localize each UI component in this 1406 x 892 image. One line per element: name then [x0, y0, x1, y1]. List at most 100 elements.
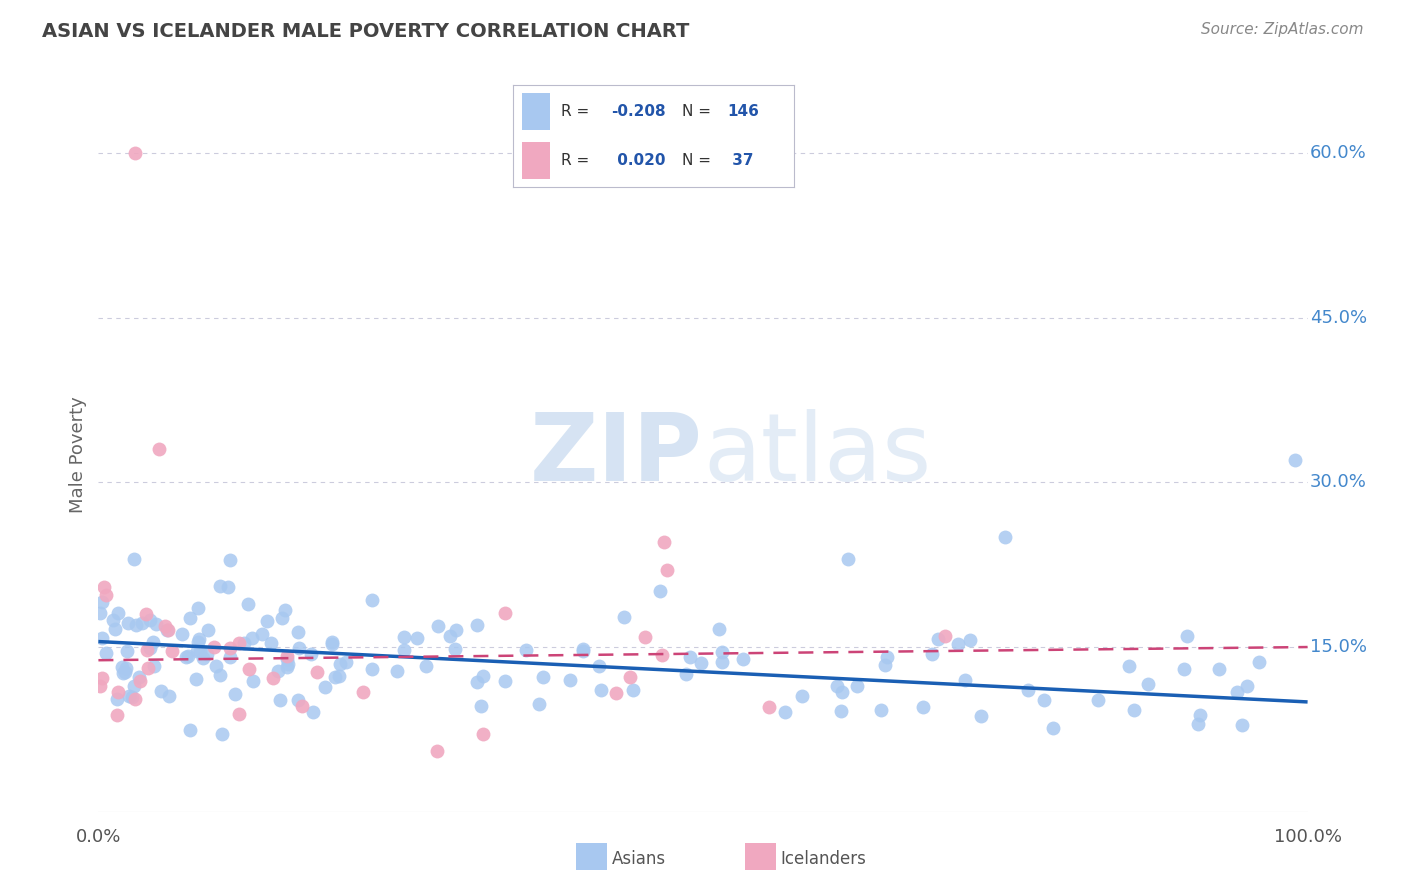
- Point: [218, 649, 240, 664]
- Point: [117, 616, 139, 631]
- Point: [124, 692, 146, 706]
- Point: [112, 666, 135, 681]
- Point: [831, 684, 853, 698]
- Point: [1188, 707, 1211, 722]
- Text: R =: R =: [561, 153, 589, 169]
- Point: [361, 662, 384, 676]
- Point: [136, 643, 159, 657]
- Point: [205, 658, 228, 673]
- Point: [101, 613, 124, 627]
- Point: [288, 640, 311, 655]
- Point: [153, 619, 176, 633]
- Point: [179, 723, 201, 737]
- Point: [299, 647, 322, 661]
- Point: [494, 674, 516, 689]
- Point: [145, 616, 167, 631]
- Point: [465, 675, 488, 690]
- Point: [773, 705, 796, 719]
- Point: [274, 603, 297, 617]
- Point: [1017, 683, 1039, 698]
- Point: [572, 642, 595, 657]
- Text: ASIAN VS ICELANDER MALE POVERTY CORRELATION CHART: ASIAN VS ICELANDER MALE POVERTY CORRELAT…: [42, 22, 689, 41]
- Point: [114, 661, 136, 675]
- Point: [758, 699, 780, 714]
- Point: [179, 611, 201, 625]
- Point: [405, 631, 427, 645]
- Point: [494, 606, 516, 620]
- Point: [959, 633, 981, 648]
- Point: [934, 629, 956, 643]
- Point: [837, 552, 859, 566]
- Point: [176, 649, 198, 664]
- Point: [605, 686, 627, 700]
- Point: [105, 707, 128, 722]
- Point: [276, 652, 298, 666]
- Point: [1236, 679, 1258, 693]
- Point: [1042, 722, 1064, 736]
- Point: [156, 623, 179, 637]
- Point: [117, 689, 139, 703]
- Point: [142, 635, 165, 649]
- Point: [124, 146, 146, 161]
- Text: 37: 37: [727, 153, 754, 169]
- Point: [621, 682, 644, 697]
- Point: [242, 674, 264, 689]
- Point: [392, 643, 415, 657]
- Point: [188, 643, 211, 657]
- Point: [1208, 662, 1230, 676]
- Point: [655, 563, 678, 577]
- Point: [129, 674, 152, 689]
- Point: [256, 614, 278, 628]
- Point: [385, 664, 408, 678]
- Point: [89, 679, 111, 693]
- Point: [124, 679, 146, 693]
- Point: [91, 671, 114, 685]
- Point: [236, 597, 259, 611]
- Point: [921, 648, 943, 662]
- Point: [613, 610, 636, 624]
- Point: [1087, 693, 1109, 707]
- Point: [733, 652, 755, 666]
- Point: [218, 641, 240, 656]
- Point: [121, 690, 143, 704]
- Text: Asians: Asians: [612, 850, 665, 868]
- Point: [352, 684, 374, 698]
- Point: [427, 619, 450, 633]
- Point: [1136, 676, 1159, 690]
- Point: [328, 657, 350, 672]
- Point: [1123, 703, 1146, 717]
- Point: [314, 681, 336, 695]
- Text: 45.0%: 45.0%: [1310, 309, 1367, 326]
- Point: [267, 664, 290, 678]
- Point: [262, 671, 284, 685]
- Point: [202, 640, 225, 654]
- Point: [994, 530, 1017, 544]
- Text: ZIP: ZIP: [530, 409, 703, 501]
- Point: [955, 673, 977, 687]
- Text: Icelanders: Icelanders: [780, 850, 866, 868]
- Point: [335, 656, 357, 670]
- Point: [156, 623, 179, 637]
- Point: [131, 615, 153, 630]
- Point: [260, 635, 283, 649]
- Point: [589, 683, 612, 698]
- Point: [124, 552, 146, 566]
- Point: [128, 670, 150, 684]
- Point: [240, 631, 263, 645]
- Text: 15.0%: 15.0%: [1310, 638, 1367, 656]
- Point: [875, 657, 897, 672]
- Point: [89, 606, 111, 620]
- Point: [191, 651, 214, 665]
- Point: [219, 553, 242, 567]
- Point: [515, 643, 537, 657]
- Point: [197, 623, 219, 637]
- Point: [157, 689, 180, 703]
- Point: [328, 669, 350, 683]
- Point: [238, 662, 260, 676]
- Y-axis label: Male Poverty: Male Poverty: [69, 397, 87, 513]
- Point: [415, 659, 437, 673]
- Point: [172, 627, 194, 641]
- Bar: [522, 93, 550, 130]
- Point: [270, 611, 292, 625]
- Point: [184, 672, 207, 686]
